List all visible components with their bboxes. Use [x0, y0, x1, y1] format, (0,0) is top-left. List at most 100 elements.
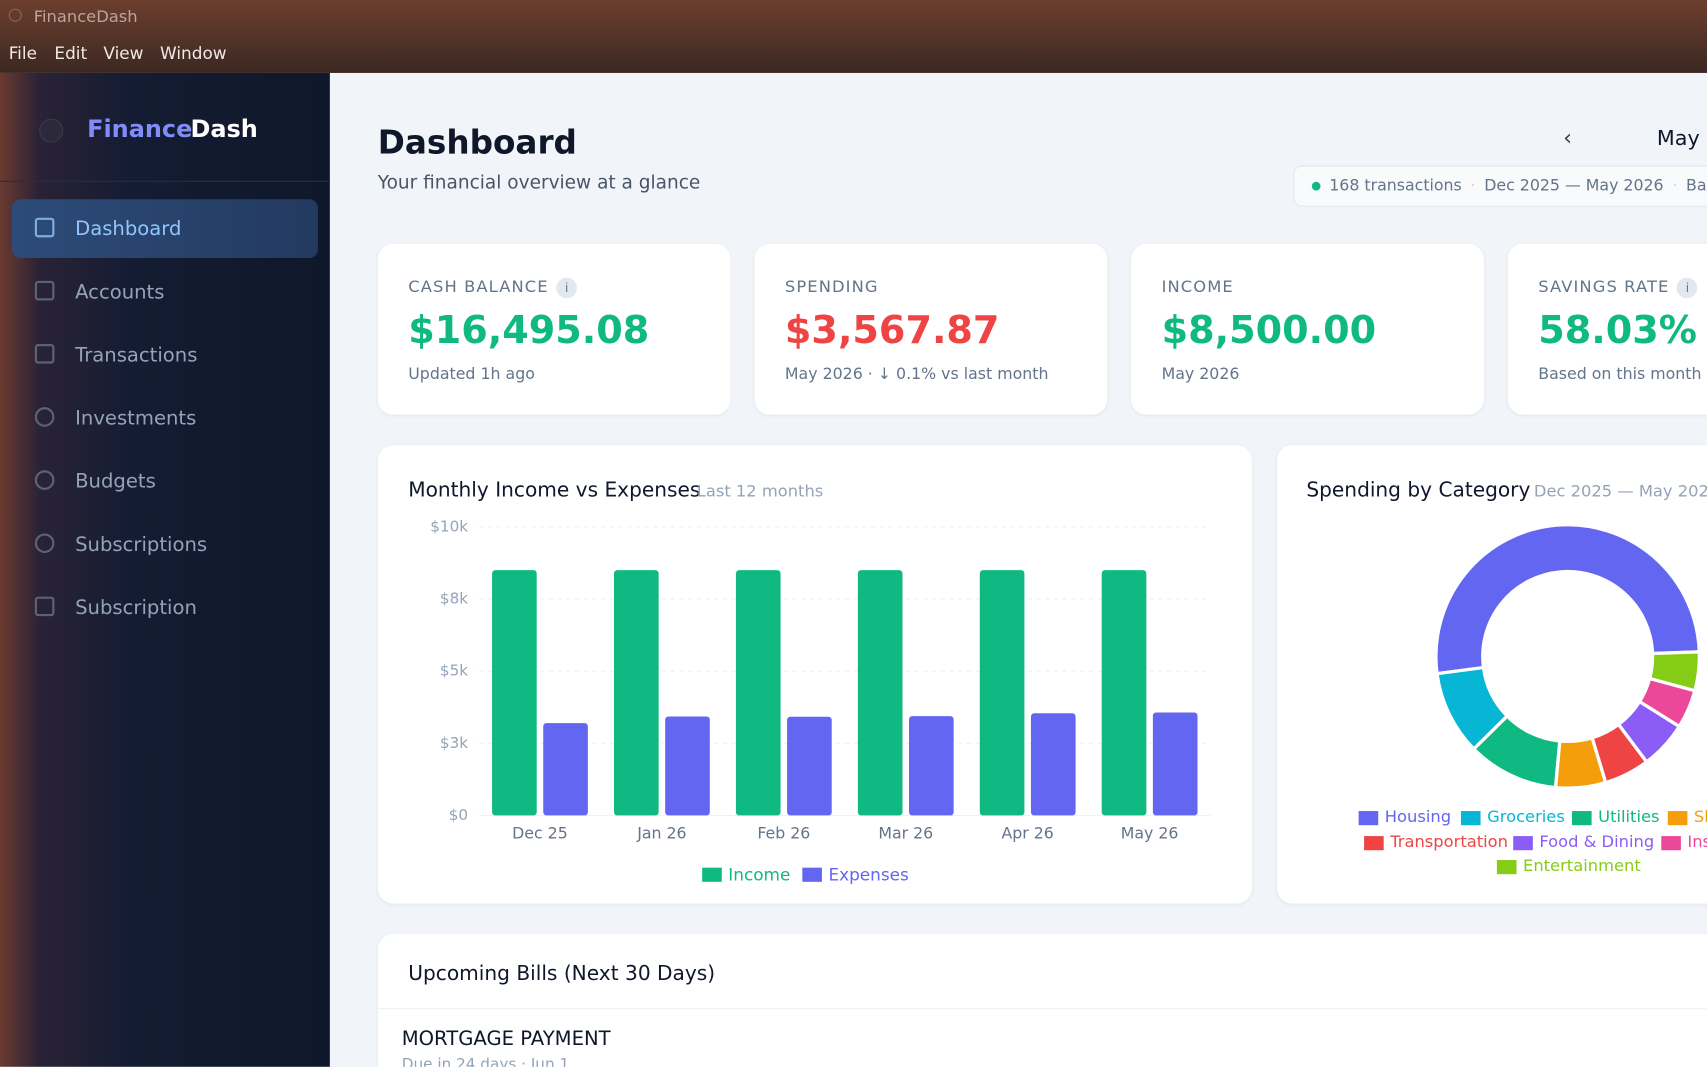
legend-label: Food & Dining — [1539, 832, 1654, 851]
chart-title: Spending by Category — [1306, 477, 1530, 501]
bar — [979, 570, 1025, 816]
status: 168 transactions — [1329, 177, 1462, 195]
brand: Dash — [190, 116, 258, 144]
bar — [735, 570, 781, 816]
legend-label: Utilities — [1598, 807, 1659, 826]
card-note: May 2026 — [1161, 365, 1240, 384]
bar — [787, 716, 832, 816]
legend-swatch — [702, 867, 722, 882]
y-tick-label: $10k — [430, 517, 468, 535]
legend-swatch — [1358, 811, 1379, 826]
nav-icon — [34, 533, 55, 554]
y-tick-label: $0 — [449, 806, 468, 824]
legend-label: Transportation — [1389, 832, 1508, 851]
bar — [857, 570, 903, 816]
legend-swatch — [1513, 836, 1533, 851]
legend-label: Expenses — [828, 864, 908, 884]
legend-swatch — [1661, 836, 1681, 851]
card-note: Updated 1h ago — [408, 365, 535, 384]
status: Dec 2025 — May 2026 — [1484, 177, 1664, 195]
status-dot — [1311, 181, 1321, 191]
stat-card: SPENDING $3,567.87 May 2026 · ↓ 0.1% vs la… — [754, 243, 1108, 415]
brand: Finance — [87, 116, 193, 144]
card-label: CASH BALANCE i — [408, 277, 577, 299]
menu-item[interactable]: Edit — [54, 43, 88, 64]
card-label: INCOME — [1161, 276, 1234, 297]
card-value: $8,500.00 — [1161, 309, 1377, 353]
pie-slice — [1647, 650, 1701, 693]
bar — [492, 570, 537, 816]
card-label: SPENDING — [784, 276, 879, 297]
month[interactable]: May 2026 — [1656, 126, 1707, 151]
x-tick-label: Jan 26 — [636, 823, 686, 842]
card-note: Based on this month — [1538, 365, 1702, 384]
y-tick-label: $8k — [440, 590, 468, 608]
chart-subtitle: Last 12 months — [697, 482, 824, 501]
pie-chart: Spending by Category Dec 2025 — May 2026… — [1306, 477, 1707, 875]
bar — [665, 716, 710, 816]
menu-item[interactable]: View — [103, 43, 144, 64]
stat-card: SAVINGS RATE i 58.03% Based on this month — [1507, 243, 1707, 415]
divider — [377, 1008, 1707, 1010]
bar — [1030, 713, 1076, 816]
menu-item[interactable]: File — [8, 43, 37, 64]
page-subtitle: Your financial overview at a glance — [377, 172, 701, 194]
chart-title: Monthly Income vs Expenses — [408, 477, 700, 501]
page-title: Dashboard — [377, 124, 577, 163]
legend-label: Entertainment — [1523, 856, 1641, 875]
nav-item[interactable]: Accounts — [12, 262, 318, 321]
legend-swatch — [802, 867, 822, 882]
nav-item[interactable]: Budgets — [12, 452, 318, 511]
card-value: 58.03% — [1538, 309, 1697, 353]
card-note: May 2026 · ↓ 0.1% vs last month — [784, 365, 1049, 384]
window-title: FinanceDash — [33, 6, 138, 27]
card-label: SAVINGS RATE i — [1538, 277, 1698, 299]
chart-subtitle: Dec 2025 — May 2026 — [1534, 482, 1707, 501]
x-tick-label: Dec 25 — [512, 823, 568, 842]
divider — [0, 180, 330, 182]
nav-item[interactable]: Transactions — [12, 326, 318, 385]
menu-item[interactable]: Window — [160, 43, 227, 64]
x-tick-label: Feb 26 — [757, 823, 810, 842]
bill-name: MORTGAGE PAYMENT — [401, 1027, 611, 1051]
legend-swatch — [1667, 811, 1688, 826]
x-tick-label: Mar 26 — [878, 823, 933, 842]
legend-swatch — [1572, 811, 1592, 826]
legend-swatch — [1496, 860, 1517, 875]
bill-due: Due in 24 days · Jun 1 — [401, 1055, 570, 1067]
pie-slice — [1434, 523, 1701, 676]
nav-item[interactable]: Subscriptions — [12, 515, 318, 574]
status-bar: 168 transactions·Dec 2025 — May 2026·Bal… — [1293, 165, 1707, 207]
legend-label: Shopping — [1694, 807, 1707, 826]
legend-swatch — [1364, 836, 1384, 851]
bar — [1152, 712, 1198, 816]
card-value: $16,495.08 — [408, 309, 650, 353]
nav-item[interactable]: Subscription — [12, 578, 318, 637]
prev-button[interactable]: ‹ — [1563, 124, 1573, 151]
nav-icon — [34, 470, 55, 490]
title-bar: FinanceDash File Edit View Window — [0, 0, 1707, 73]
bar — [1101, 570, 1147, 816]
nav-icon — [34, 407, 55, 427]
legend-label: Insurance — [1687, 832, 1707, 851]
stat-card: CASH BALANCE i $16,495.08 Updated 1h ago — [377, 243, 731, 415]
nav-icon — [34, 280, 55, 301]
y-tick-label: $3k — [440, 734, 468, 752]
x-tick-label: Apr 26 — [1002, 823, 1054, 842]
app-icon — [8, 8, 22, 22]
stat-card: INCOME $8,500.00 May 2026 — [1131, 243, 1484, 415]
nav-item[interactable]: Dashboard — [11, 199, 318, 259]
bar — [613, 570, 659, 816]
sidebar: Finance Dash Dashboard Accounts Transactio… — [0, 72, 330, 1067]
y-tick-label: $5k — [440, 662, 468, 680]
pie-card: Spending by Category Dec 2025 — May 2026… — [1276, 445, 1707, 904]
info-icon: i — [556, 277, 577, 299]
bills-title: Upcoming Bills (Next 30 Days) — [408, 962, 716, 986]
x-tick-label: May 26 — [1121, 823, 1179, 842]
bar-card: Monthly Income vs Expenses Last 12 month… — [377, 445, 1252, 904]
nav-item[interactable]: Investments — [12, 389, 318, 448]
bills-card: Upcoming Bills (Next 30 Days) MORTGAGE P… — [377, 934, 1707, 1067]
status: Balance — [1686, 177, 1707, 195]
